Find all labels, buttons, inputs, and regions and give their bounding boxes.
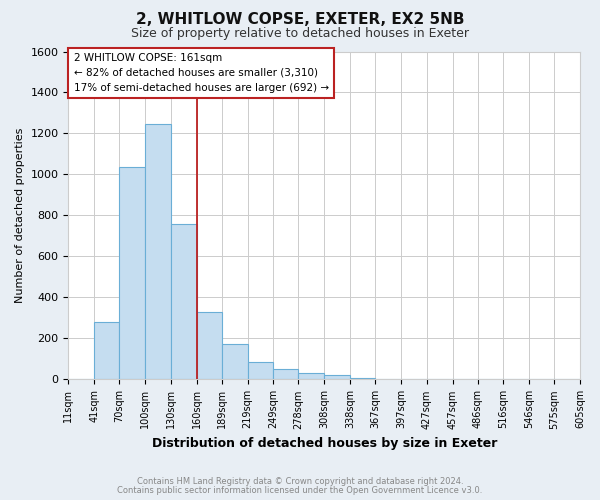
X-axis label: Distribution of detached houses by size in Exeter: Distribution of detached houses by size … — [152, 437, 497, 450]
Text: 2, WHITLOW COPSE, EXETER, EX2 5NB: 2, WHITLOW COPSE, EXETER, EX2 5NB — [136, 12, 464, 28]
Text: Contains HM Land Registry data © Crown copyright and database right 2024.: Contains HM Land Registry data © Crown c… — [137, 477, 463, 486]
Bar — [145, 124, 171, 380]
Y-axis label: Number of detached properties: Number of detached properties — [15, 128, 25, 303]
Bar — [197, 312, 222, 380]
Bar — [350, 378, 375, 380]
Text: 2 WHITLOW COPSE: 161sqm
← 82% of detached houses are smaller (3,310)
17% of semi: 2 WHITLOW COPSE: 161sqm ← 82% of detache… — [74, 53, 329, 92]
Bar — [248, 362, 274, 380]
Bar — [274, 369, 298, 380]
Bar — [171, 224, 197, 380]
Text: Size of property relative to detached houses in Exeter: Size of property relative to detached ho… — [131, 28, 469, 40]
Bar — [324, 376, 350, 380]
Text: Contains public sector information licensed under the Open Government Licence v3: Contains public sector information licen… — [118, 486, 482, 495]
Bar — [94, 322, 119, 380]
Bar — [119, 168, 145, 380]
Bar — [222, 344, 248, 380]
Bar — [298, 374, 324, 380]
